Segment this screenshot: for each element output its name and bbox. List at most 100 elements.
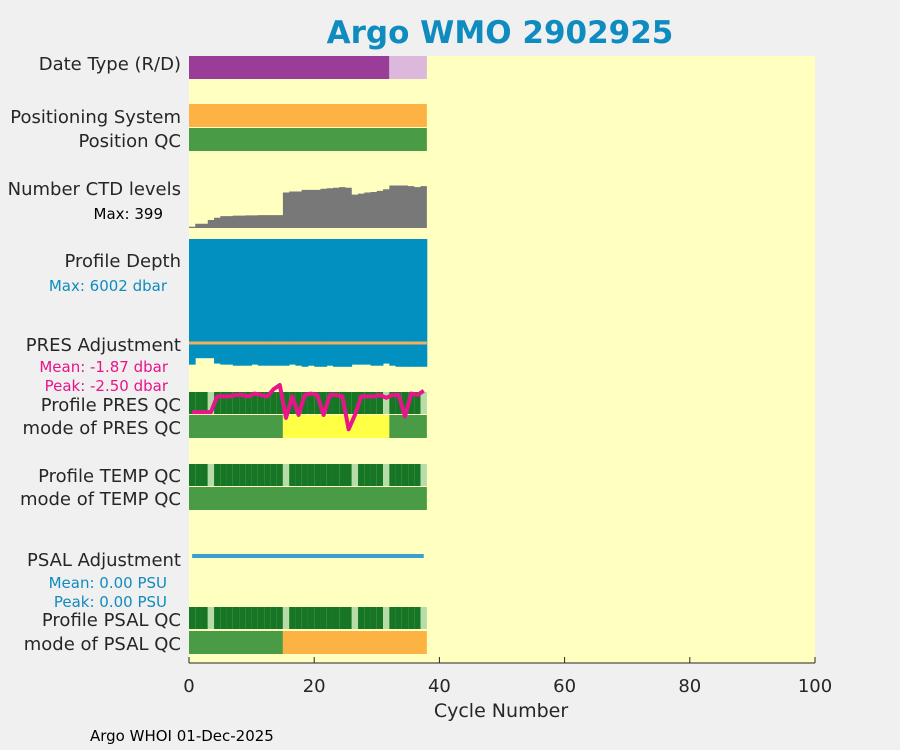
pres-qc-cell	[226, 392, 233, 414]
temp-qc-cell	[339, 464, 346, 486]
pres-qc-cell	[220, 392, 227, 414]
depth-bar	[264, 239, 271, 366]
depth-bar	[195, 239, 202, 359]
pres-qc-cell	[364, 392, 371, 414]
psal-qc-cell	[376, 607, 384, 629]
depth-bar	[376, 239, 384, 366]
psal-qc-cell	[220, 607, 227, 629]
temp-qc-cell	[314, 464, 321, 486]
psal-mode-orange-bar	[282, 631, 427, 654]
pres-qc-cell	[214, 392, 221, 414]
temp-qc-cell	[195, 464, 202, 486]
psal-qc-cell	[251, 607, 258, 629]
pres-peak-label: Peak: -2.50 dbar	[45, 377, 169, 395]
pres-qc-cell	[195, 392, 202, 414]
x-tick-label: 60	[553, 676, 576, 697]
psal-qc-cell	[383, 607, 390, 629]
temp-qc-cell	[326, 464, 333, 486]
temp-qc-cell	[239, 464, 246, 486]
x-axis-label: Cycle Number	[434, 700, 568, 722]
depth-bar	[270, 239, 278, 366]
temp-qc-cell	[370, 464, 377, 486]
depth-bar	[239, 239, 246, 366]
psal-qc-cell	[351, 607, 359, 629]
psal-qc-cell	[370, 607, 377, 629]
date-type-realtime-bar	[189, 56, 390, 79]
temp-qc-cell	[270, 464, 277, 486]
pres-qc-cell	[301, 392, 308, 414]
depth-max-label: Max: 6002 dbar	[49, 277, 168, 295]
psal-qc-cell	[339, 607, 346, 629]
psal-qc-cell	[232, 607, 240, 629]
label-profile-depth: Profile Depth	[64, 251, 181, 272]
pres-qc-cell	[370, 392, 377, 414]
psal-qc-cell	[282, 607, 290, 629]
depth-bar	[301, 239, 309, 367]
psal-qc-cell	[307, 607, 315, 629]
pres-qc-cell	[395, 392, 402, 414]
temp-qc-cell	[376, 464, 384, 486]
depth-bar	[389, 239, 396, 366]
psal-qc-cell	[189, 607, 196, 629]
x-axis: 0 20 40 60 80 100	[183, 657, 832, 697]
depth-bar	[232, 239, 240, 366]
temp-qc-cell	[251, 464, 258, 486]
temp-mode-bar	[189, 487, 427, 510]
pres-qc-cell	[307, 392, 315, 414]
temp-qc-cell	[220, 464, 227, 486]
psal-qc-cell	[201, 607, 208, 629]
pres-qc-cell	[251, 392, 258, 414]
pres-qc-cell	[257, 392, 265, 414]
label-mode-pres-qc: mode of PRES QC	[23, 418, 181, 439]
pres-qc-cell	[376, 392, 384, 414]
temp-qc-cell	[189, 464, 196, 486]
psal-qc-cell	[420, 607, 427, 629]
sub-labels: Max: 399 Max: 6002 dbar Mean: -1.87 dbar…	[39, 205, 169, 611]
pres-qc-cell	[201, 392, 208, 414]
label-mode-temp-qc: mode of TEMP QC	[20, 489, 181, 510]
temp-qc-cell	[401, 464, 409, 486]
depth-bar	[214, 239, 221, 364]
temp-qc-cell	[264, 464, 271, 486]
psal-mean-label: Mean: 0.00 PSU	[49, 574, 167, 592]
psal-qc-cell	[301, 607, 308, 629]
pres-qc-cell	[264, 392, 271, 414]
psal-qc-cell	[326, 607, 333, 629]
temp-qc-cell	[301, 464, 308, 486]
psal-qc-cell	[320, 607, 327, 629]
depth-bar	[289, 239, 296, 365]
psal-qc-cell	[264, 607, 271, 629]
psal-qc-cell	[276, 607, 283, 629]
date-type-delayed-bar	[389, 56, 427, 79]
psal-qc-cell	[257, 607, 265, 629]
depth-bar	[207, 239, 215, 359]
depth-bar	[320, 239, 328, 367]
temp-qc-cell	[358, 464, 365, 486]
depth-bar	[364, 239, 371, 365]
label-pres-adjustment: PRES Adjustment	[26, 335, 181, 356]
psal-qc-cell	[195, 607, 202, 629]
depth-bar	[257, 239, 265, 366]
pres-qc-cell	[189, 392, 196, 414]
pres-mode-good-bar-end	[389, 415, 427, 438]
temp-qc-cell	[295, 464, 302, 486]
temp-qc-cell	[351, 464, 359, 486]
depth-bar	[351, 239, 359, 365]
label-position-qc: Position QC	[78, 131, 181, 152]
pres-qc-cell	[408, 392, 415, 414]
temp-qc-cell	[414, 464, 421, 486]
pres-qc-cell	[320, 392, 327, 414]
label-profile-temp-qc: Profile TEMP QC	[38, 466, 181, 487]
positioning-system-bar	[189, 104, 427, 127]
depth-bar	[295, 239, 303, 366]
psal-qc-cell	[289, 607, 296, 629]
label-psal-adjustment: PSAL Adjustment	[27, 550, 181, 571]
footer-credit: Argo WHOI 01-Dec-2025	[90, 727, 274, 745]
pres-qc-cell	[345, 392, 352, 414]
depth-bar	[245, 239, 252, 366]
psal-qc-cell	[295, 607, 302, 629]
label-date-type: Date Type (R/D)	[39, 54, 181, 75]
depth-bar	[370, 239, 378, 366]
depth-bar	[314, 239, 321, 367]
